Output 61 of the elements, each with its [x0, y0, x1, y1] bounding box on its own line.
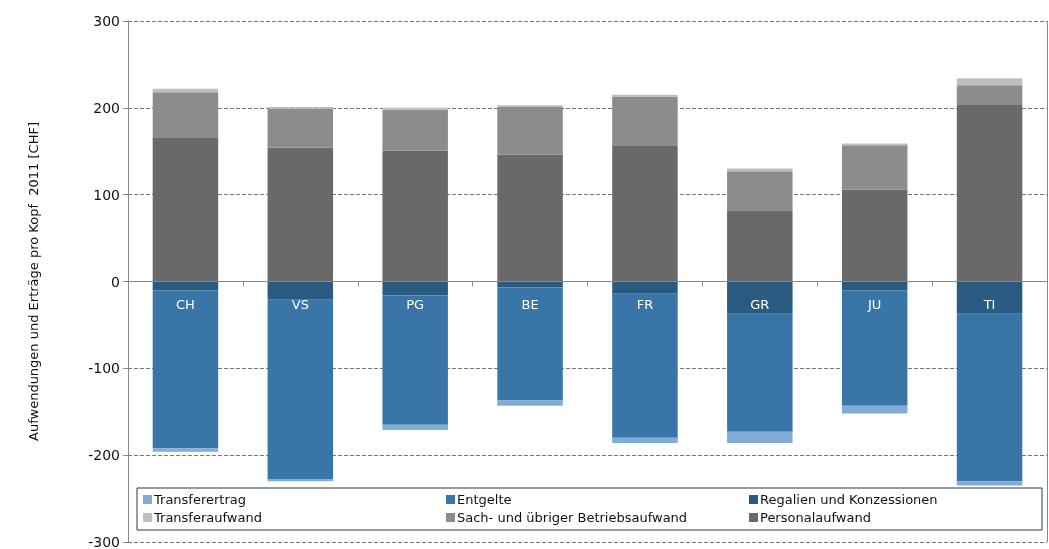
bar	[956, 281, 1023, 314]
bar	[612, 145, 678, 282]
bar	[497, 287, 563, 401]
x-tick-label: CH	[176, 296, 195, 312]
bar	[956, 104, 1023, 282]
legend-label: Personalaufwand	[760, 510, 871, 525]
bar	[841, 281, 908, 291]
bar	[612, 293, 678, 438]
x-tick-label: JU	[867, 296, 882, 312]
legend-label: Transferertrag	[153, 492, 246, 507]
y-axis-title: Aufwendungen und Erträge pro Kopf 2011 [CHF]	[26, 122, 41, 441]
bar	[382, 281, 448, 296]
bar	[497, 281, 563, 288]
bar	[956, 78, 1023, 86]
x-tick-label: TI	[982, 296, 996, 312]
legend-label: Sach- und übriger Betriebsaufwand	[457, 510, 688, 525]
y-tick-label: -300	[88, 534, 120, 549]
bar	[267, 108, 334, 148]
bar	[152, 448, 219, 452]
bar	[727, 171, 793, 211]
legend-label: Transferaufwand	[153, 510, 262, 525]
x-tick-label: VS	[291, 296, 309, 312]
bar	[382, 295, 448, 425]
bar	[152, 281, 219, 291]
bar	[727, 313, 793, 432]
bar	[956, 313, 1023, 482]
bar	[841, 145, 908, 190]
bar	[612, 281, 678, 294]
y-tick-label: 0	[111, 273, 120, 290]
bar	[382, 424, 448, 430]
bar	[152, 137, 219, 282]
y-tick-label: -100	[88, 360, 120, 377]
bar	[727, 431, 793, 444]
bar	[956, 481, 1023, 486]
bar	[956, 85, 1023, 105]
y-tick-label: 300	[93, 13, 120, 29]
x-tick-label: FR	[636, 296, 654, 312]
bar	[267, 147, 334, 282]
x-tick-label: BE	[521, 296, 539, 312]
bar	[382, 109, 448, 151]
bar	[841, 290, 908, 406]
bar	[267, 281, 334, 300]
y-tick-label: -200	[88, 447, 120, 464]
legend-label: Entgelte	[457, 492, 512, 507]
bar	[727, 210, 793, 282]
bar	[497, 400, 563, 406]
legend-label: Regalien und Konzessionen	[760, 492, 938, 507]
bar	[727, 281, 793, 314]
bar	[267, 299, 334, 480]
bar	[152, 92, 219, 138]
bar	[612, 96, 678, 146]
bar	[382, 150, 448, 282]
bar	[841, 189, 908, 282]
bar	[152, 290, 219, 449]
y-tick-label: 200	[93, 99, 120, 116]
bar	[612, 437, 678, 444]
y-tick-label: 100	[93, 186, 120, 203]
bar	[497, 106, 563, 155]
bar	[497, 154, 563, 282]
x-tick-label: GR	[750, 296, 770, 312]
x-tick-label: PG	[406, 296, 425, 312]
